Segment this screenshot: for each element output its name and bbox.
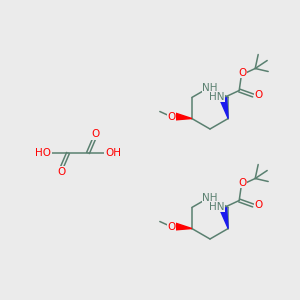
- Text: O: O: [91, 129, 99, 139]
- Text: NH: NH: [202, 83, 218, 93]
- Text: HO: HO: [35, 148, 51, 158]
- Polygon shape: [174, 223, 192, 230]
- Text: O: O: [238, 68, 246, 77]
- Text: O: O: [57, 167, 65, 177]
- Text: O: O: [254, 91, 262, 100]
- Text: HN: HN: [209, 92, 225, 101]
- Text: OH: OH: [105, 148, 121, 158]
- Text: O: O: [168, 221, 176, 232]
- Polygon shape: [220, 98, 228, 118]
- Polygon shape: [220, 208, 228, 229]
- Polygon shape: [174, 113, 192, 120]
- Text: O: O: [254, 200, 262, 211]
- Text: NH: NH: [202, 193, 218, 203]
- Text: O: O: [168, 112, 176, 122]
- Text: O: O: [238, 178, 246, 188]
- Text: HN: HN: [209, 202, 225, 212]
